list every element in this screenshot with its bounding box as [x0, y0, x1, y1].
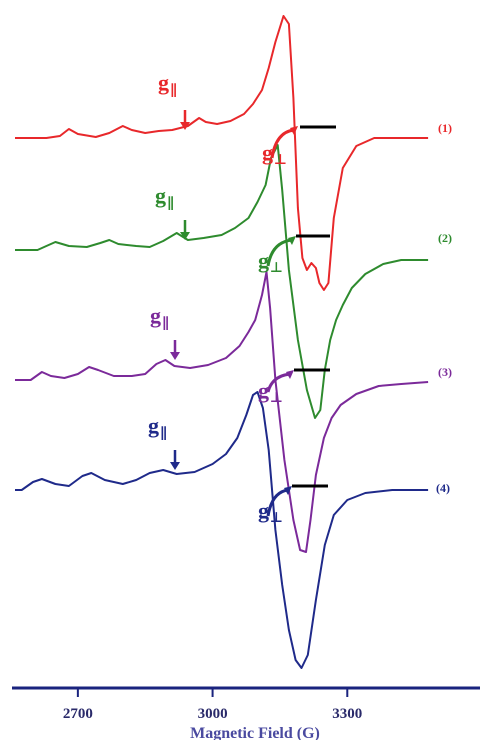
g-perp-arrow-4: [266, 488, 289, 517]
g-parallel-arrowhead-1: [180, 122, 190, 130]
g-perp-label-4: g: [258, 498, 269, 523]
x-tick-label-2700: 2700: [63, 706, 93, 722]
g-perp-arrow-3: [266, 372, 291, 393]
g-perp-arrow-1: [270, 128, 295, 159]
g-perp-arrowhead-3: [286, 370, 294, 379]
g-value-markers: [170, 110, 336, 517]
g-perp-arrowhead-1: [290, 126, 298, 135]
g-perp-arrowhead-4: [284, 486, 292, 495]
g-perp-subscript-4: ⊥: [270, 510, 283, 526]
g-parallel-subscript-2: ∥: [167, 195, 174, 211]
spectra-curves: [15, 15, 429, 669]
series-label-4: (4): [436, 481, 450, 495]
g-parallel-label-4: g: [148, 413, 159, 438]
g-perp-subscript-3: ⊥: [270, 390, 283, 406]
x-axis-ticks: 2700 3000 3300: [63, 688, 362, 722]
g-perp-label-2: g: [258, 248, 269, 273]
g-parallel-arrowhead-4: [170, 462, 180, 470]
spectrum-curve-3: [15, 271, 429, 553]
x-tick-label-3300: 3300: [332, 706, 362, 722]
g-parallel-subscript-3: ∥: [162, 315, 169, 331]
spectrum-curve-1: [15, 15, 429, 291]
g-parallel-arrowhead-2: [180, 232, 190, 240]
g-perp-arrowhead-2: [288, 236, 296, 245]
g-perp-label-1: g: [262, 140, 273, 165]
series-label-1: (1): [438, 121, 452, 135]
g-parallel-arrowhead-3: [170, 352, 180, 360]
g-parallel-label-1: g: [158, 70, 169, 95]
g-perp-label-3: g: [258, 378, 269, 403]
g-parallel-label-2: g: [155, 183, 166, 208]
spectrum-curve-4: [15, 391, 429, 669]
g-parallel-subscript-4: ∥: [160, 425, 167, 441]
x-tick-label-3000: 3000: [198, 706, 228, 722]
series-label-2: (2): [438, 231, 452, 245]
g-parallel-subscript-1: ∥: [170, 82, 177, 98]
g-perp-arrow-2: [266, 238, 293, 267]
series-label-3: (3): [438, 365, 452, 379]
series-labels: g ∥g ⊥(1)g ∥g ⊥(2)g ∥g ⊥(3)g ∥g ⊥(4): [148, 70, 452, 526]
spectrum-curve-2: [15, 144, 429, 419]
x-axis-title: Magnetic Field (G): [190, 725, 320, 740]
g-parallel-label-3: g: [150, 303, 161, 328]
g-perp-subscript-2: ⊥: [270, 260, 283, 276]
g-perp-subscript-1: ⊥: [274, 152, 287, 168]
